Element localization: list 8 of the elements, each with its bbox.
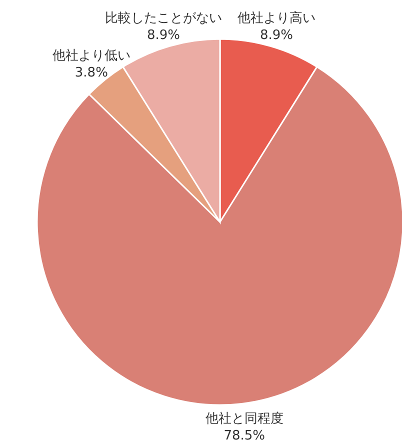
slice-label: 他社より低い [52,48,130,64]
slice-label: 他社と同程度 [205,410,284,427]
slice-label: 比較したことがない [104,10,222,26]
data-label: 3.8% [74,65,108,80]
data-label: 78.5% [224,428,266,444]
data-label: 8.9% [260,28,294,43]
data-label: 8.9% [146,28,180,43]
slice-label: 他社より高い [238,10,316,26]
